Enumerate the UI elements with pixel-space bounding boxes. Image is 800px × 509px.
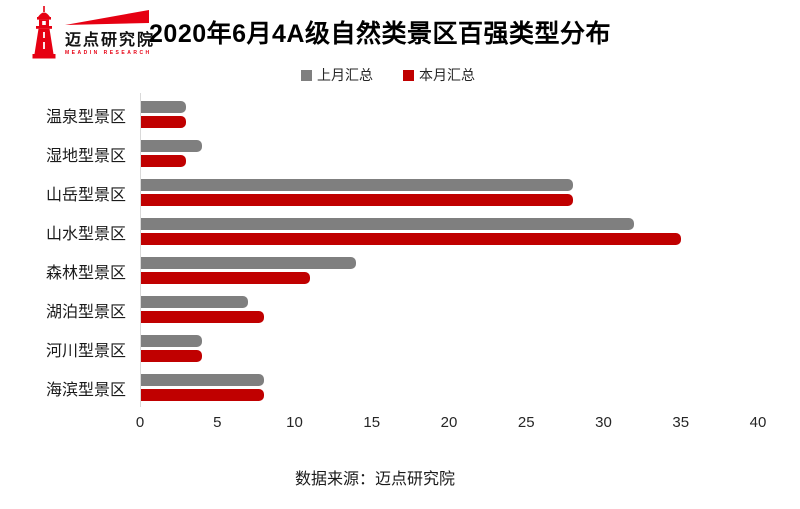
legend-swatch-prev-month	[301, 69, 312, 81]
data-source-note: 数据来源：迈点研究院	[294, 471, 455, 488]
bar-prev-month	[140, 101, 187, 113]
bar-current-month	[140, 194, 573, 206]
category-label: 河川型景区	[45, 342, 126, 360]
bar-prev-month	[140, 179, 573, 191]
brand-name-en: MEADIN RESEARCH	[65, 50, 152, 56]
x-axis: 0 5 10 15 20 25 30 35 40	[136, 407, 767, 437]
category-label: 山岳型景区	[45, 186, 126, 204]
chart-row: 湖泊型景区	[0, 290, 800, 329]
x-tick-label: 15	[363, 414, 381, 431]
header: 迈点研究院 MEADIN RESEARCH 2020年6月4A级自然类景区百强类…	[0, 0, 800, 62]
bar-current-month	[140, 233, 681, 245]
lighthouse-icon	[30, 6, 60, 65]
legend-label-prev-month: 上月汇总	[317, 67, 373, 83]
bar-prev-month	[140, 335, 202, 347]
x-tick-label: 40	[749, 414, 767, 431]
legend-item-current-month: 本月汇总	[403, 65, 475, 85]
chart-rows: 温泉型景区湿地型景区山岳型景区山水型景区森林型景区湖泊型景区河川型景区海滨型景区	[0, 93, 800, 407]
chart-row: 山岳型景区	[0, 173, 800, 212]
legend-swatch-current-month	[403, 69, 414, 81]
bar-current-month	[140, 350, 202, 362]
bar-current-month	[140, 311, 264, 323]
legend-label-current-month: 本月汇总	[419, 67, 475, 83]
chart-legend: 上月汇总 本月汇总	[0, 64, 788, 86]
bar-group	[140, 368, 758, 407]
category-label: 海滨型景区	[45, 381, 126, 399]
bar-group	[140, 95, 758, 134]
bar-group	[140, 290, 758, 329]
bar-group	[140, 212, 758, 251]
bar-group	[140, 329, 758, 368]
x-tick-label: 0	[135, 414, 145, 431]
pennant-icon	[65, 10, 155, 32]
category-label: 森林型景区	[45, 264, 126, 282]
x-tick-label: 20	[440, 414, 458, 431]
category-label: 温泉型景区	[45, 108, 126, 126]
bar-current-month	[140, 155, 187, 167]
brand-name-cn: 迈点研究院	[65, 32, 156, 49]
bar-chart: 温泉型景区湿地型景区山岳型景区山水型景区森林型景区湖泊型景区河川型景区海滨型景区…	[0, 93, 800, 437]
chart-row: 湿地型景区	[0, 134, 800, 173]
x-tick-label: 35	[672, 414, 690, 431]
chart-row: 河川型景区	[0, 329, 800, 368]
bar-prev-month	[140, 374, 264, 386]
brand-logo: 迈点研究院 MEADIN RESEARCH	[30, 6, 155, 65]
bar-prev-month	[140, 140, 202, 152]
bar-group	[140, 251, 758, 290]
bar-prev-month	[140, 218, 635, 230]
x-tick-label: 25	[517, 414, 535, 431]
bar-prev-month	[140, 296, 249, 308]
bar-group	[140, 173, 758, 212]
category-label: 湿地型景区	[45, 147, 126, 165]
chart-title: 2020年6月4A级自然类景区百强类型分布	[149, 20, 611, 48]
bar-group	[140, 134, 758, 173]
chart-row: 温泉型景区	[0, 95, 800, 134]
x-tick-label: 10	[286, 414, 303, 431]
bar-current-month	[140, 389, 264, 401]
chart-row: 森林型景区	[0, 251, 800, 290]
bar-prev-month	[140, 257, 357, 269]
x-tick-label: 30	[595, 414, 612, 431]
bar-current-month	[140, 116, 187, 128]
category-label: 湖泊型景区	[45, 303, 126, 321]
chart-row: 山水型景区	[0, 212, 800, 251]
legend-item-prev-month: 上月汇总	[301, 65, 373, 85]
category-label: 山水型景区	[45, 225, 126, 243]
chart-row: 海滨型景区	[0, 368, 800, 407]
bar-current-month	[140, 272, 310, 284]
x-tick-label: 5	[213, 414, 222, 431]
